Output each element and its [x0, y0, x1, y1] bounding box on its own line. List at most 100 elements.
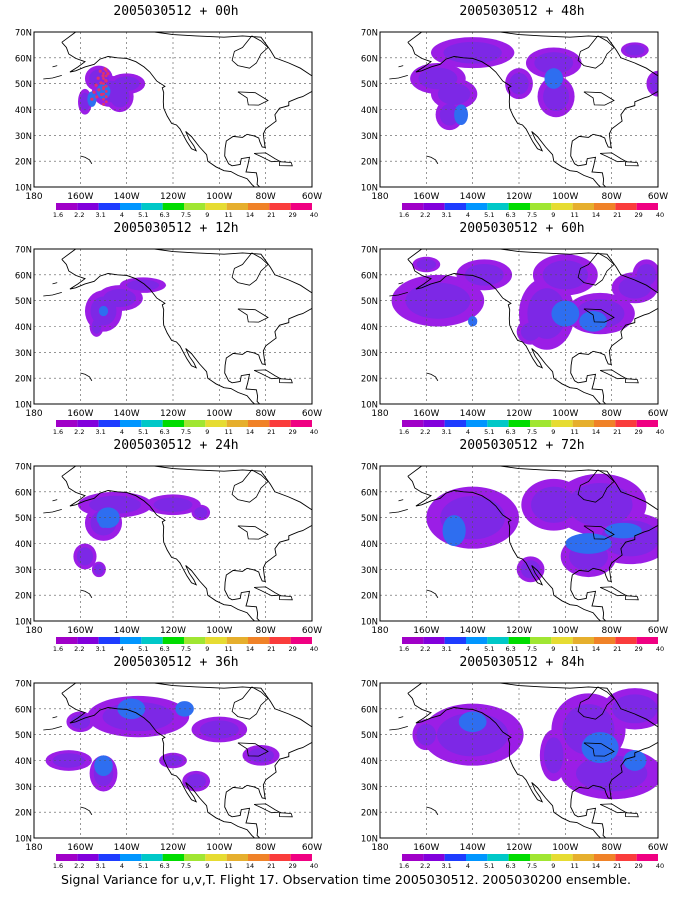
- lon-label: 100W: [206, 409, 232, 419]
- colorbar-label: 4: [466, 428, 470, 436]
- lat-label: 70N: [15, 463, 32, 473]
- colorbar-swatch: [290, 203, 312, 210]
- lon-label: 100W: [206, 843, 232, 853]
- coastline: [577, 469, 615, 503]
- coastline: [61, 32, 312, 187]
- colorbar-label: 3.1: [441, 211, 451, 219]
- lat-label: 10N: [15, 184, 32, 194]
- variance-contour: [437, 83, 471, 105]
- lon-label: 80W: [601, 192, 621, 202]
- observation-point: [94, 83, 98, 87]
- colorbar-label: 4: [120, 211, 124, 219]
- variance-contour: [534, 52, 574, 74]
- lat-label: 30N: [361, 566, 378, 576]
- colorbar-label: 5.1: [484, 645, 494, 653]
- colorbar-swatch: [290, 637, 312, 644]
- coastline: [583, 525, 615, 540]
- colorbar-label: 14: [592, 862, 600, 870]
- lon-label: 180: [25, 409, 42, 419]
- colorbar-label: 1.6: [53, 211, 63, 219]
- colorbar-label: 29: [635, 862, 643, 870]
- colorbar-swatch: [423, 854, 445, 861]
- variance-contour: [543, 82, 570, 112]
- lon-label: 180: [371, 409, 388, 419]
- colorbar-label: 7.5: [527, 862, 537, 870]
- map-panel: 2005030512 + 60h 70N 60N 50N 40N 30N 20N 10N 180…: [354, 221, 690, 441]
- colorbar-swatch: [290, 854, 312, 861]
- colorbar-swatch: [402, 420, 424, 427]
- observation-point: [102, 77, 105, 80]
- lat-label: 60N: [361, 705, 378, 715]
- lat-label: 70N: [361, 680, 378, 690]
- colorbar-label: 5.1: [138, 211, 148, 219]
- coastline: [407, 32, 658, 187]
- colorbar-label: 7.5: [527, 211, 537, 219]
- variance-contour: [91, 319, 102, 334]
- colorbar-swatch: [466, 203, 488, 210]
- colorbar-swatch: [636, 420, 658, 427]
- colorbar-swatch: [530, 203, 552, 210]
- lon-label: 180: [25, 192, 42, 202]
- lon-label: 60W: [648, 843, 668, 853]
- colorbar-label: 1.6: [53, 862, 63, 870]
- colorbar-label: 29: [635, 211, 643, 219]
- coastline: [407, 466, 658, 621]
- coastline: [398, 282, 404, 285]
- variance-contour: [418, 67, 458, 90]
- colorbar-label: 2.2: [420, 428, 430, 436]
- colorbar-label: 11: [225, 862, 233, 870]
- colorbar-swatch: [98, 637, 120, 644]
- colorbar-label: 7.5: [181, 428, 191, 436]
- colorbar-label: 5.1: [138, 862, 148, 870]
- colorbar-swatch: [466, 420, 488, 427]
- colorbar-label: 9: [205, 645, 209, 653]
- map-panel: 2005030512 + 48h 70N 60N 50N 40N 30N 20N 10N 180…: [354, 4, 690, 224]
- lat-label: 20N: [15, 158, 32, 168]
- colorbar-label: 11: [571, 211, 579, 219]
- variance-contour-high: [565, 533, 612, 554]
- colorbar-swatch: [269, 203, 291, 210]
- variance-contour: [520, 322, 541, 341]
- observation-point: [98, 69, 102, 73]
- colorbar-swatch: [98, 203, 120, 210]
- lon-label: 60W: [648, 192, 668, 202]
- map-panel: 2005030512 + 12h 70N 60N 50N 40N 30N 20N 10N 180…: [8, 221, 344, 441]
- colorbar-swatch: [572, 420, 594, 427]
- colorbar-swatch: [402, 637, 424, 644]
- observation-point: [101, 74, 105, 78]
- lon-label: 120W: [160, 192, 186, 202]
- colorbar-label: 7.5: [181, 645, 191, 653]
- variance-contour: [625, 44, 645, 56]
- colorbar-label: 21: [613, 862, 621, 870]
- colorbar-label: 5.1: [484, 211, 494, 219]
- lon-label: 180: [25, 843, 42, 853]
- lat-label: 30N: [15, 132, 32, 142]
- lon-label: 120W: [160, 626, 186, 636]
- colorbar-swatch: [184, 854, 206, 861]
- lon-label: 140W: [114, 192, 140, 202]
- lon-label: 60W: [302, 626, 322, 636]
- lon-label: 140W: [460, 843, 486, 853]
- lon-label: 160W: [413, 843, 439, 853]
- coastline: [389, 75, 408, 80]
- observation-point: [102, 97, 105, 101]
- colorbar-swatch: [594, 854, 616, 861]
- coastline: [231, 252, 269, 286]
- lat-label: 20N: [361, 375, 378, 385]
- colorbar-label: 40: [310, 862, 318, 870]
- lon-label: 120W: [160, 843, 186, 853]
- map-panel: 2005030512 + 84h 70N 60N 50N 40N 30N 20N 10N 180…: [354, 655, 690, 875]
- colorbar-label: 6.3: [505, 645, 515, 653]
- coastline: [43, 75, 62, 80]
- colorbar-label: 3.1: [441, 428, 451, 436]
- colorbar-label: 40: [310, 645, 318, 653]
- colorbar-label: 11: [571, 428, 579, 436]
- variance-contour: [567, 483, 633, 527]
- lon-label: 60W: [648, 409, 668, 419]
- lat-label: 60N: [15, 488, 32, 498]
- lat-label: 40N: [15, 106, 32, 116]
- colorbar-swatch: [269, 854, 291, 861]
